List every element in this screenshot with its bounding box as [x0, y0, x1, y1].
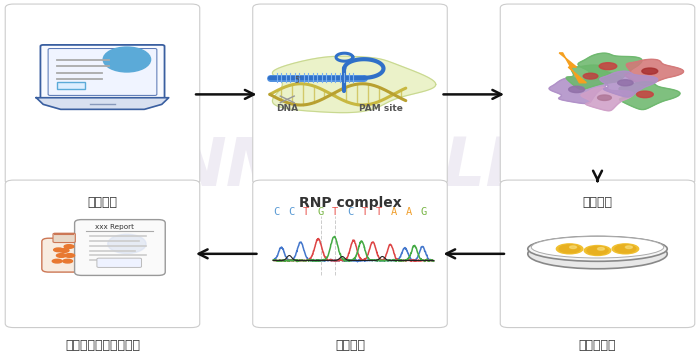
Text: DNA: DNA: [276, 104, 298, 113]
FancyBboxPatch shape: [500, 4, 695, 185]
Text: C: C: [347, 207, 353, 217]
Text: T: T: [303, 207, 309, 217]
Text: A: A: [405, 207, 412, 217]
Text: G: G: [420, 207, 426, 217]
Polygon shape: [624, 59, 684, 86]
FancyBboxPatch shape: [5, 180, 199, 328]
FancyBboxPatch shape: [253, 180, 447, 328]
Text: C: C: [274, 207, 280, 217]
Ellipse shape: [531, 237, 664, 258]
Text: NMOCELL: NMOCELL: [171, 134, 529, 201]
FancyBboxPatch shape: [97, 258, 141, 268]
Text: 测序验证: 测序验证: [335, 339, 365, 352]
Ellipse shape: [612, 244, 638, 254]
FancyBboxPatch shape: [57, 82, 85, 89]
FancyBboxPatch shape: [5, 4, 199, 185]
Text: RNP complex: RNP complex: [299, 196, 401, 210]
Ellipse shape: [63, 259, 73, 263]
Text: T: T: [361, 207, 368, 217]
FancyBboxPatch shape: [42, 238, 86, 272]
Ellipse shape: [57, 254, 66, 257]
FancyBboxPatch shape: [53, 233, 76, 243]
Polygon shape: [619, 82, 680, 109]
Text: G: G: [318, 207, 324, 217]
Text: 细胞转染: 细胞转染: [582, 196, 612, 209]
Ellipse shape: [54, 248, 64, 252]
Ellipse shape: [599, 63, 617, 70]
Ellipse shape: [528, 237, 667, 261]
Ellipse shape: [103, 47, 150, 72]
Polygon shape: [581, 87, 634, 111]
FancyBboxPatch shape: [75, 220, 165, 275]
Text: C: C: [288, 207, 295, 217]
Ellipse shape: [52, 259, 62, 263]
Ellipse shape: [65, 254, 75, 257]
Ellipse shape: [584, 246, 611, 256]
Ellipse shape: [60, 249, 69, 252]
Ellipse shape: [625, 246, 632, 249]
Ellipse shape: [528, 239, 667, 269]
Ellipse shape: [598, 95, 611, 100]
Polygon shape: [566, 65, 622, 89]
Text: T: T: [332, 207, 339, 217]
Ellipse shape: [570, 246, 577, 249]
Ellipse shape: [556, 244, 583, 254]
FancyBboxPatch shape: [500, 180, 695, 328]
Polygon shape: [36, 98, 169, 109]
Text: 质检冻存（提供报告）: 质检冻存（提供报告）: [65, 339, 140, 352]
Ellipse shape: [636, 91, 653, 98]
Ellipse shape: [615, 245, 636, 253]
Polygon shape: [549, 77, 607, 103]
Ellipse shape: [598, 247, 605, 250]
Text: A: A: [391, 207, 397, 217]
Polygon shape: [272, 56, 436, 113]
Ellipse shape: [587, 246, 608, 254]
Text: 单克隆形成: 单克隆形成: [579, 339, 616, 352]
Text: 设计方案: 设计方案: [88, 196, 118, 209]
Polygon shape: [559, 53, 587, 83]
Ellipse shape: [568, 86, 584, 93]
Ellipse shape: [64, 245, 74, 249]
Text: xxx Report: xxx Report: [94, 224, 134, 230]
Ellipse shape: [559, 245, 580, 253]
Ellipse shape: [642, 68, 658, 74]
FancyBboxPatch shape: [48, 49, 157, 95]
Ellipse shape: [108, 234, 146, 253]
Text: T: T: [376, 207, 382, 217]
FancyBboxPatch shape: [41, 45, 164, 99]
FancyBboxPatch shape: [253, 4, 447, 185]
Text: 5': 5': [294, 76, 301, 85]
Ellipse shape: [617, 80, 633, 86]
Text: PAM site: PAM site: [359, 104, 403, 113]
Polygon shape: [578, 53, 642, 82]
Ellipse shape: [583, 73, 598, 79]
Polygon shape: [600, 71, 658, 97]
